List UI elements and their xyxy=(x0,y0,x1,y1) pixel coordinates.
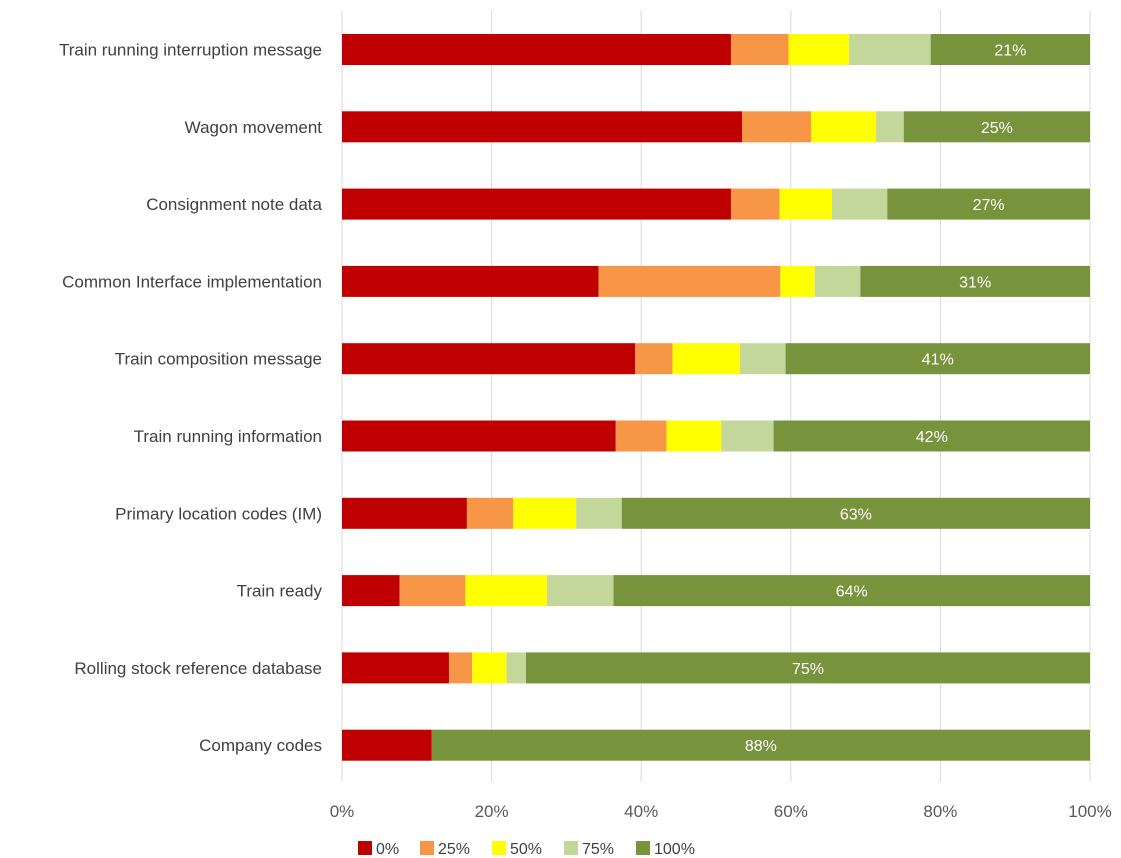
category-label: Train ready xyxy=(237,582,323,601)
bars xyxy=(342,34,1090,761)
bar-segment-25pct xyxy=(730,188,780,220)
bar-segment-100pct xyxy=(887,188,1090,220)
bar-segment-25pct xyxy=(598,265,781,297)
bar-segment-50pct xyxy=(666,420,722,452)
bar-segment-0pct xyxy=(342,343,636,375)
data-label: 63% xyxy=(840,506,872,523)
bar-segment-25pct xyxy=(399,575,466,607)
x-tick-label: 100% xyxy=(1068,802,1111,821)
legend-swatch xyxy=(492,841,506,855)
category-label: Train composition message xyxy=(115,350,322,369)
bar-segment-75pct xyxy=(739,343,786,375)
bar-segment-0pct xyxy=(342,652,449,684)
data-labels: 21% 25% 27% 31% 41% 42% 63% 64% 75% 88% xyxy=(745,43,1026,756)
category-labels: Train running interruption message Wagon … xyxy=(59,41,323,756)
bar-segment-50pct xyxy=(513,497,577,529)
bar-segment-100pct xyxy=(930,34,1090,65)
bar-segment-75pct xyxy=(831,188,888,220)
bar-segment-25pct xyxy=(466,497,514,529)
data-label: 25% xyxy=(981,120,1013,137)
bar-segment-50pct xyxy=(780,265,815,297)
bar-segment-75pct xyxy=(849,34,931,65)
category-label: Rolling stock reference database xyxy=(74,659,322,678)
data-label: 88% xyxy=(745,738,777,755)
legend-swatch xyxy=(636,841,650,855)
bar-segment-25pct xyxy=(615,420,667,452)
x-tick-label: 80% xyxy=(923,802,957,821)
legend-label: 100% xyxy=(654,841,695,858)
bar-segment-50pct xyxy=(472,652,507,684)
category-label: Consignment note data xyxy=(146,195,322,214)
data-label: 41% xyxy=(922,352,954,369)
bar-segment-100pct xyxy=(621,497,1090,529)
bar-segment-0pct xyxy=(342,188,731,220)
bar-segment-50pct xyxy=(672,343,740,375)
legend-label: 25% xyxy=(438,841,470,858)
bar-segment-25pct xyxy=(448,652,473,684)
x-tick-label: 20% xyxy=(475,802,509,821)
legend-swatch xyxy=(420,841,434,855)
bar-segment-75pct xyxy=(576,497,622,529)
bar-segment-0pct xyxy=(342,265,599,297)
bar-segment-0pct xyxy=(342,497,467,529)
category-label: Company codes xyxy=(199,736,322,755)
bar-segment-75pct xyxy=(876,111,904,143)
data-label: 21% xyxy=(994,43,1026,60)
bar-segment-0pct xyxy=(342,575,400,607)
bar-segment-0pct xyxy=(342,729,432,761)
legend-swatch xyxy=(564,841,578,855)
bar-segment-0pct xyxy=(342,420,616,452)
bar-segment-100pct xyxy=(431,729,1090,761)
legend-label: 75% xyxy=(582,841,614,858)
bar-segment-100pct xyxy=(785,343,1090,375)
category-label: Primary location codes (IM) xyxy=(115,504,322,523)
data-label: 75% xyxy=(792,661,824,678)
bar-segment-0pct xyxy=(342,111,743,143)
bar-segment-75pct xyxy=(814,265,861,297)
data-label: 31% xyxy=(959,274,991,291)
bar-segment-50pct xyxy=(788,34,850,65)
bar-segment-75pct xyxy=(506,652,527,684)
data-label: 42% xyxy=(916,429,948,446)
bar-segment-25pct xyxy=(635,343,673,375)
bar-segment-25pct xyxy=(730,34,789,65)
bar-segment-100pct xyxy=(860,265,1090,297)
x-axis-tick-labels: 0% 20% 40% 60% 80% 100% xyxy=(330,802,1112,821)
legend: 0% 25% 50% 75% 100% xyxy=(358,841,695,858)
x-tick-label: 40% xyxy=(624,802,658,821)
bar-segment-75pct xyxy=(546,575,614,607)
category-label: Common Interface implementation xyxy=(62,272,322,291)
category-label: Train running information xyxy=(134,427,322,446)
legend-label: 0% xyxy=(376,841,399,858)
bar-segment-100pct xyxy=(773,420,1090,452)
x-tick-label: 0% xyxy=(330,802,355,821)
bar-segment-75pct xyxy=(721,420,774,452)
legend-swatch xyxy=(358,841,372,855)
bar-segment-25pct xyxy=(742,111,811,143)
bar-segment-100pct xyxy=(613,575,1090,607)
category-label: Train running interruption message xyxy=(59,41,322,60)
bar-segment-100pct xyxy=(526,652,1090,684)
bar-segment-50pct xyxy=(779,188,832,220)
bar-segment-50pct xyxy=(810,111,877,143)
data-label: 64% xyxy=(836,584,868,601)
data-label: 27% xyxy=(973,197,1005,214)
bar-segment-0pct xyxy=(342,34,731,65)
category-label: Wagon movement xyxy=(185,118,323,137)
bar-segment-100pct xyxy=(903,111,1090,143)
bar-segment-50pct xyxy=(465,575,547,607)
legend-label: 50% xyxy=(510,841,542,858)
x-tick-label: 60% xyxy=(774,802,808,821)
